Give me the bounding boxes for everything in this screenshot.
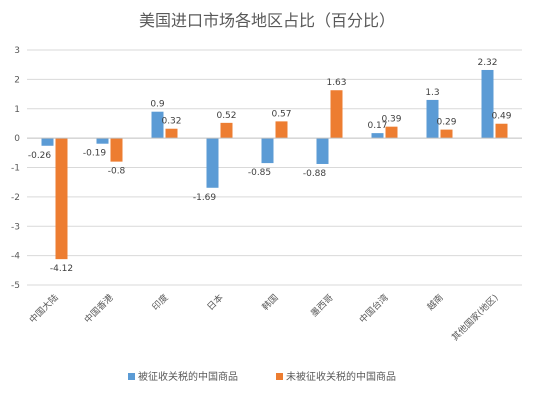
bar-series-1-9 xyxy=(481,69,494,139)
data-label: 0.49 xyxy=(491,112,511,122)
bar-series-2-2 xyxy=(110,138,123,162)
y-tick-label: -4 xyxy=(11,252,20,262)
y-tick-label: -1 xyxy=(11,164,20,174)
bar-series-2-1 xyxy=(55,138,68,260)
y-axis-ticks: -5 -4 -3 -2 -1 0 1 2 3 xyxy=(11,46,20,291)
bar-series-2-7 xyxy=(385,126,398,139)
bar-series-2-3 xyxy=(165,128,178,139)
legend-swatch xyxy=(276,373,283,380)
y-tick-label: 3 xyxy=(14,46,20,56)
bar-series-2-6 xyxy=(330,90,343,139)
y-tick-label: 0 xyxy=(14,134,20,144)
data-label: 0.17 xyxy=(367,121,387,131)
y-tick-label: 2 xyxy=(14,75,20,85)
y-tick-label: -5 xyxy=(11,281,20,291)
bar-series-1-2 xyxy=(96,138,109,144)
data-label: -0.19 xyxy=(83,149,107,159)
bar-series-1-5 xyxy=(261,138,274,164)
data-label: -0.88 xyxy=(303,169,327,179)
bar-series-1-6 xyxy=(316,138,329,164)
data-label: 0.57 xyxy=(271,109,291,119)
data-label: -0.26 xyxy=(28,151,52,161)
data-label: -0.85 xyxy=(248,168,271,178)
bar-series-1-4 xyxy=(206,138,219,188)
data-label: 0.52 xyxy=(216,111,236,121)
gridlines xyxy=(27,49,522,286)
data-label: 0.29 xyxy=(436,118,456,128)
legend-label: 被征收关税的中国商品 xyxy=(138,370,238,383)
bar-series-2-9 xyxy=(495,123,508,139)
data-label: 0.32 xyxy=(161,117,181,127)
data-label: 0.39 xyxy=(381,115,401,125)
y-tick-label: 1 xyxy=(14,105,20,115)
bar-series-2-4 xyxy=(220,122,233,139)
data-label: 1.63 xyxy=(326,78,346,88)
bar-series-2-8 xyxy=(440,129,453,139)
bars xyxy=(41,69,508,260)
bar-series-1-8 xyxy=(426,99,439,139)
bar-series-1-3 xyxy=(151,111,164,139)
bar-series-1-7 xyxy=(371,133,384,139)
data-label: -1.69 xyxy=(193,193,217,203)
y-tick-label: -2 xyxy=(11,193,20,203)
legend-swatch xyxy=(128,373,135,380)
bar-series-1-1 xyxy=(41,138,54,146)
data-label: 1.3 xyxy=(425,88,439,98)
legend-label: 未被征收关税的中国商品 xyxy=(286,370,396,383)
legend: 被征收关税的中国商品 未被征收关税的中国商品 xyxy=(128,370,396,383)
chart-title: 美国进口市场各地区占比（百分比） xyxy=(139,11,395,30)
data-labels: -0.26 -0.19 0.9 -1.69 -0.85 -0.88 0.17 1.3 2.32 -… xyxy=(28,58,512,274)
data-label: -4.12 xyxy=(50,264,73,274)
data-label: 2.32 xyxy=(477,58,497,68)
data-label: 0.9 xyxy=(150,100,165,110)
y-tick-label: -3 xyxy=(11,222,20,232)
data-label: -0.8 xyxy=(108,167,126,177)
bar-series-2-5 xyxy=(275,121,288,139)
